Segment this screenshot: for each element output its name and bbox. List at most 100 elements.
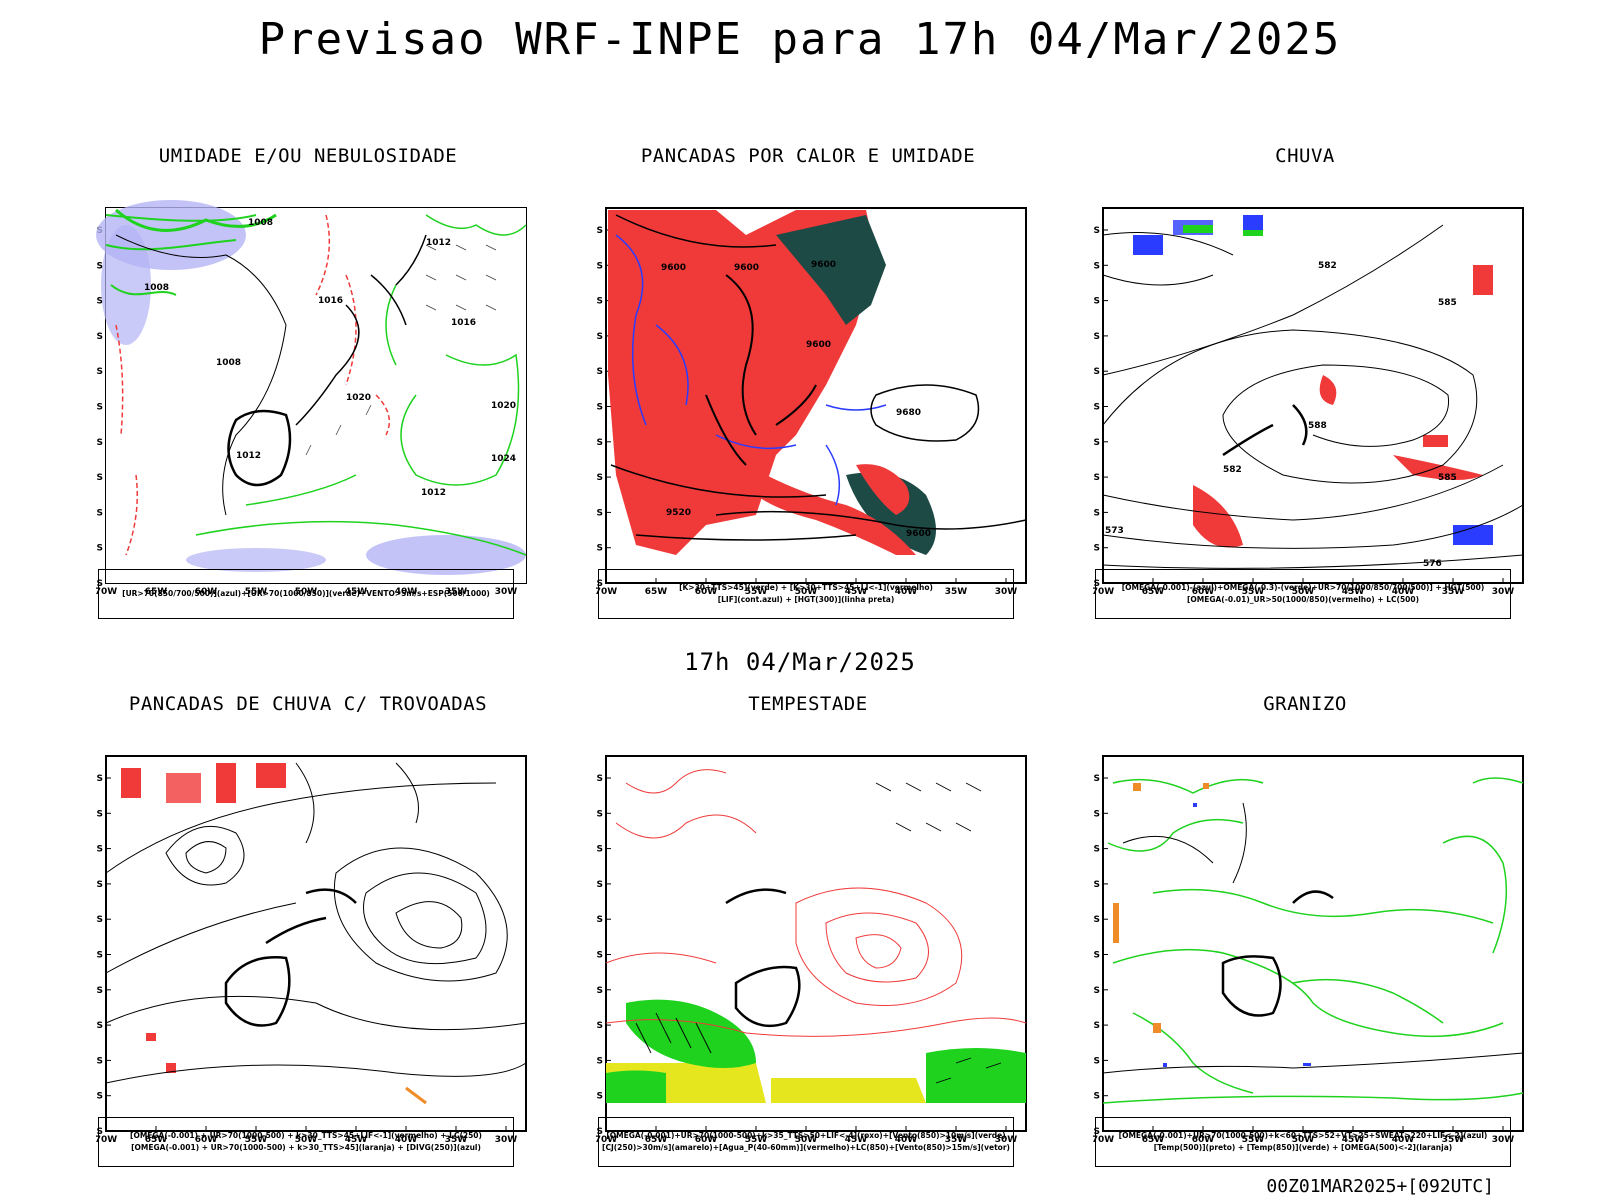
lon-tick-label: 35W [945,1135,968,1143]
lon-tick-label: 50W [795,587,818,595]
lon-tick-label: 55W [1242,587,1265,595]
lon-tick-label: 55W [745,587,768,595]
lat-tick-label: 36S [1093,1056,1100,1066]
lat-tick-label: 36S [96,1056,103,1066]
lon-tick-label: 45W [1342,1135,1365,1143]
lon-tick-label: 30W [1492,1135,1515,1143]
map-frame [605,755,1027,1132]
height-label: 582 [1223,465,1242,475]
height-label: 9680 [896,408,921,418]
map-frame [605,207,1027,584]
map-thunderstorm-showers: 12S 15S 18S 21S 24S 27S 30S 33S 36S 39S 42S70W 65W 6… [96,755,527,1143]
lon-tick-label: 65W [645,587,668,595]
legend-box: [OMEGA(-0.001)+UR>70(1000-500)+k>35_TTS>… [598,1117,1014,1167]
lon-tick-label: 50W [795,1135,818,1143]
legend-line: [UR>70(850/700/500)](azul)+[UR>70(1000/8… [122,589,490,598]
lat-tick-label: 18S [596,297,603,307]
legend-box: [OMEGA(-0.001)-(azul)+OMEGA(-0.3)-(verde… [1095,569,1511,619]
lat-tick-label: 15S [596,809,603,819]
map-frame [105,755,527,1132]
lat-tick-label: 15S [596,261,603,271]
legend-line: [OMEGA(-0.001)+UR>70(1000-500)+k>35_TTS>… [606,1131,1006,1140]
lon-tick-label: 40W [1392,1135,1415,1143]
map-rain: 12S 15S 18S 21S 24S 27S 30S 33S 36S 39S 42S70W 65W 6… [1093,207,1524,595]
isobar-label: 1008 [144,283,169,293]
lon-tick-label: 55W [745,1135,768,1143]
lat-tick-label: 15S [96,809,103,819]
legend-box: [K>30+TTS>45](verde) + [K>30+TTS>45+LI<-… [598,569,1014,619]
lon-tick-label: 40W [1392,587,1415,595]
legend-line: [LIF](cont.azul) + [HGT(300)](linha pret… [717,595,895,604]
lat-tick-label: 39S [96,1092,103,1102]
axes-frame: 12S 15S 18S 21S 24S 27S 30S 33S 36S 39S 42S70W 65W 6… [1093,755,1524,1143]
lon-tick-label: 55W [245,587,268,595]
lon-tick-label: 70W [1093,1135,1114,1143]
lat-tick-label: 18S [96,297,103,307]
lon-tick-label: 50W [295,1135,318,1143]
lat-tick-label: 21S [1093,880,1100,890]
run-info: 00Z01MAR2025+[092UTC] [1266,1176,1494,1197]
height-label: 585 [1438,298,1457,308]
valid-time-title: 17h 04/Mar/2025 [684,648,916,676]
lat-tick-label: 24S [596,915,603,925]
panel-title: PANCADAS POR CALOR E UMIDADE [640,145,976,167]
lon-tick-label: 45W [845,1135,868,1143]
lat-tick-label: 33S [1093,473,1100,483]
height-label: 9600 [661,263,686,273]
lat-tick-label: 21S [596,332,603,342]
legend-line: [OMEGA(-0.001)-(azul)+OMEGA(-0.3)-(verde… [1121,583,1485,592]
lat-tick-label: 42S [96,579,103,589]
lat-tick-label: 39S [596,1092,603,1102]
lon-tick-label: 70W [596,587,617,595]
lat-tick-label: 27S [1093,951,1100,961]
height-label: 9520 [666,508,691,518]
lat-tick-label: 42S [1093,1127,1100,1137]
panel-hail: GRANIZO 12S 15S 18S 21S 24S 27S 30S 33S 36S 39S 42… [1085,693,1525,1173]
lat-tick-label: 24S [96,367,103,377]
lon-tick-label: 65W [145,587,168,595]
lat-tick-label: 39S [1093,544,1100,554]
panel-title: UMIDADE E/OU NEBULOSIDADE [158,145,458,167]
map-heat-showers: 12S 15S 18S 21S 24S 27S 30S 33S 36S 39S 42S70W 65W 6… [596,207,1027,595]
isobar-label: 1012 [236,451,261,461]
lat-tick-label: 15S [1093,261,1100,271]
lon-tick-label: 30W [1492,587,1515,595]
lat-tick-label: 42S [1093,579,1100,589]
lon-tick-label: 30W [995,1135,1018,1143]
lon-tick-label: 45W [345,1135,368,1143]
lat-tick-label: 18S [96,845,103,855]
lat-tick-label: 27S [596,403,603,413]
isobar-label: 1008 [216,358,241,368]
lat-tick-label: 18S [1093,845,1100,855]
lon-tick-label: 60W [695,587,718,595]
legend-line: [OMEGA(-0.001) + UR>70(1000-500) + k>30_… [131,1143,481,1152]
isobar-label: 1020 [491,401,516,411]
lon-tick-label: 40W [895,1135,918,1143]
lat-tick-label: 39S [96,544,103,554]
lat-tick-label: 42S [596,579,603,589]
lat-tick-label: 27S [596,951,603,961]
lon-tick-label: 55W [1242,1135,1265,1143]
lon-tick-label: 65W [645,1135,668,1143]
panel-heat-showers: PANCADAS POR CALOR E UMIDADE 12S 15S 18S 21… [588,145,1028,625]
lat-tick-label: 18S [1093,297,1100,307]
axes-frame: 12S 15S 18S 21S 24S 27S 30S 33S 36S 39S 42S70W 65W 6… [596,755,1027,1143]
lat-tick-label: 33S [596,473,603,483]
lat-tick-label: 12S [596,774,603,784]
lat-tick-label: 30S [596,438,603,448]
axes-frame: 12S 15S 18S 21S 24S 27S 30S 33S 36S 39S 42S70W 65W 6… [596,207,1027,595]
lat-tick-label: 30S [96,438,103,448]
lat-tick-label: 24S [1093,915,1100,925]
panel-title: PANCADAS DE CHUVA C/ TROVOADAS [128,693,488,715]
panel-title: CHUVA [1275,145,1335,167]
lat-tick-label: 30S [1093,986,1100,996]
lon-tick-label: 55W [245,1135,268,1143]
lon-tick-label: 40W [895,587,918,595]
lat-tick-label: 27S [1093,403,1100,413]
legend-line: [OMEGA(-0.001) + UR>70(1000-500) + k>30_… [130,1131,482,1140]
lat-tick-label: 36S [596,508,603,518]
lon-tick-label: 60W [195,587,218,595]
legend-line: [OMEGA(-0.01)_UR>50(1000/850)(vermelho) … [1186,595,1420,604]
legend-line: [Temp(500)](preto) + [Temp(850)](verde) … [1153,1143,1453,1152]
height-label: 585 [1438,473,1457,483]
